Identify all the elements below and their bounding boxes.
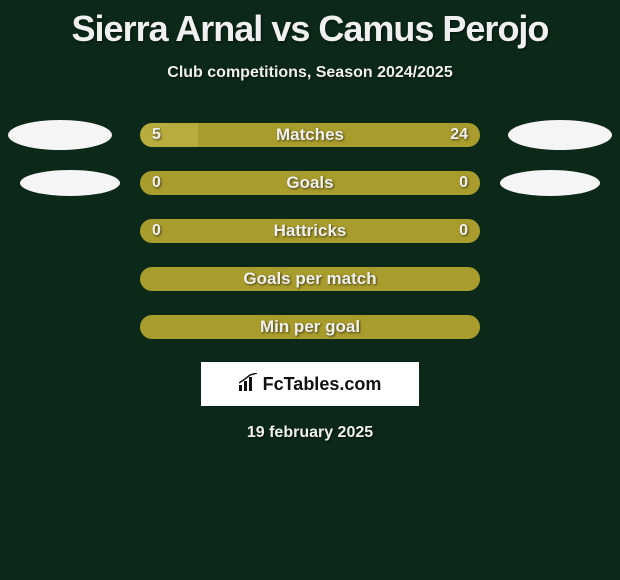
stat-label: Goals	[286, 173, 333, 193]
stat-value-left: 0	[152, 222, 161, 240]
player-ellipse-left	[20, 170, 120, 196]
bar-segment-left	[140, 171, 310, 195]
infographic-container: Sierra Arnal vs Camus Perojo Club compet…	[0, 0, 620, 580]
stat-row: 0 0 Hattricks	[0, 218, 620, 244]
subtitle: Club competitions, Season 2024/2025	[0, 64, 620, 82]
date-text: 19 february 2025	[0, 424, 620, 442]
stat-row: Goals per match	[0, 266, 620, 292]
stat-bar: Goals per match	[140, 267, 480, 291]
stat-value-right: 0	[459, 174, 468, 192]
stat-bar: Min per goal	[140, 315, 480, 339]
stat-bar: 0 0 Hattricks	[140, 219, 480, 243]
stat-value-right: 24	[450, 126, 468, 144]
stats-area: 5 24 Matches 0 0 Goals 0 0 Hattricks Goals per ma…	[0, 122, 620, 340]
bar-segment-right	[310, 171, 480, 195]
stat-row: 5 24 Matches	[0, 122, 620, 148]
page-title: Sierra Arnal vs Camus Perojo	[0, 0, 620, 50]
stat-label: Min per goal	[260, 317, 360, 337]
stat-label: Matches	[276, 125, 344, 145]
stat-row: Min per goal	[0, 314, 620, 340]
stat-label: Goals per match	[243, 269, 376, 289]
stat-value-right: 0	[459, 222, 468, 240]
logo-text: FcTables.com	[263, 374, 382, 395]
player-ellipse-left	[8, 120, 112, 150]
stat-value-left: 0	[152, 174, 161, 192]
stat-value-left: 5	[152, 126, 161, 144]
bar-segment-left	[140, 123, 198, 147]
logo-box: FcTables.com	[201, 362, 419, 406]
stat-label: Hattricks	[274, 221, 347, 241]
stat-bar: 0 0 Goals	[140, 171, 480, 195]
stat-row: 0 0 Goals	[0, 170, 620, 196]
stat-bar: 5 24 Matches	[140, 123, 480, 147]
player-ellipse-right	[508, 120, 612, 150]
player-ellipse-right	[500, 170, 600, 196]
chart-icon	[239, 373, 259, 396]
